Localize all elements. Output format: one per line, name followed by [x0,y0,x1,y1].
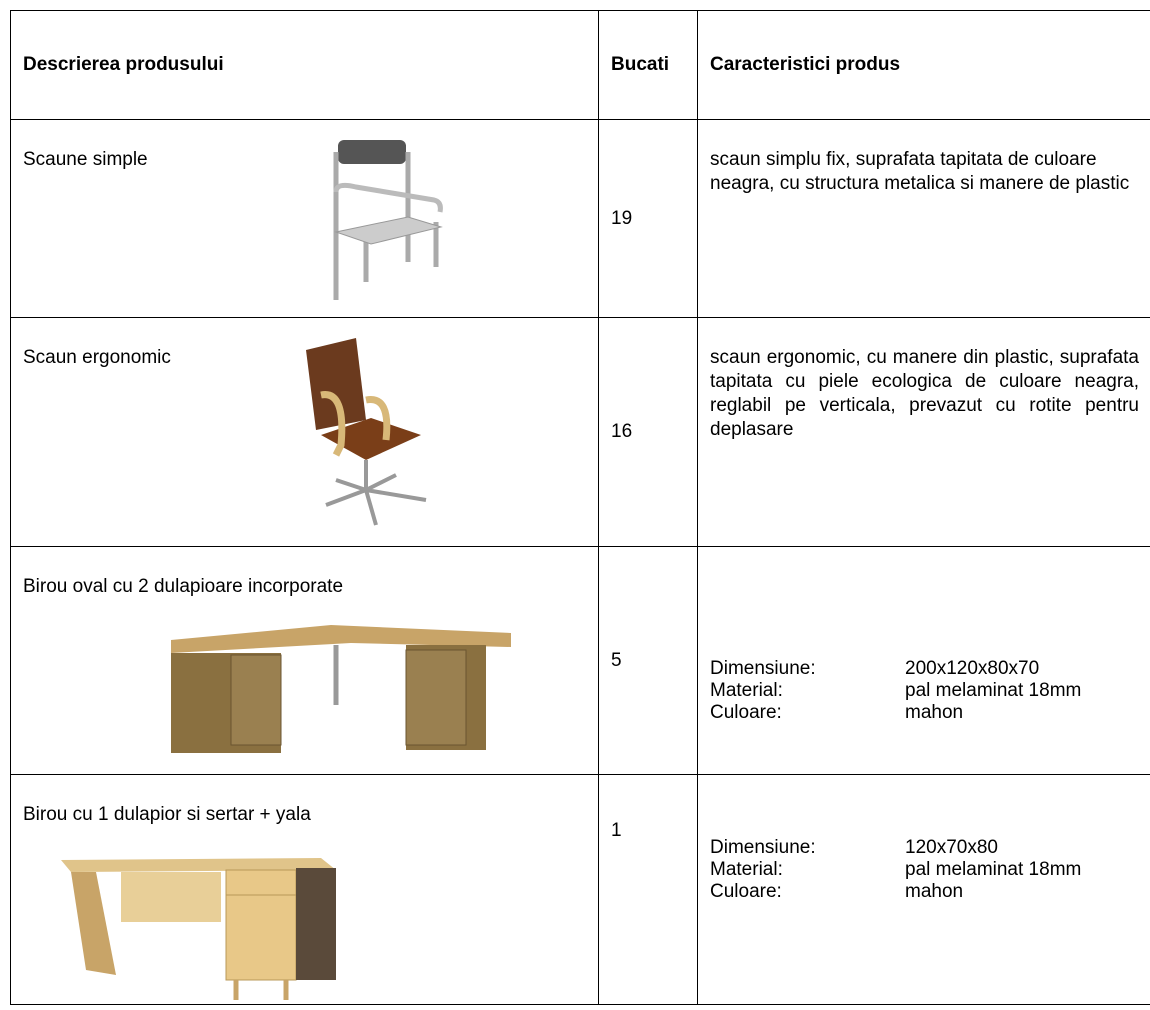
spec-value: pal melaminat 18mm [905,859,1139,881]
header-cell: Caracteristici produs [698,11,1150,120]
description-cell: Scaun ergonomic [11,318,599,547]
chair-image [296,330,446,530]
spec-label: Dimensiune: [710,658,905,680]
row: Birou oval cu 2 dulapioare incorporate 5… [11,547,1150,775]
description-cell: Birou cu 1 dulapior si sertar + yala [11,775,599,1005]
characteristics-cell: scaun simplu fix, suprafata tapitata de … [698,120,1150,318]
desk-image [171,625,511,765]
quantity-cell: 16 [599,318,698,547]
characteristics: scaun ergonomic, cu manere din plastic, … [710,346,1139,442]
row: Scaune simple 19 scaun simplu fix, supra… [11,120,1150,318]
header-cell: Bucati [599,11,698,120]
spec-value: 120x70x80 [905,837,1139,859]
row: Scaun ergonomic 16 scaun ergonomic, cu m… [11,318,1150,547]
spec-label: Culoare: [710,881,905,903]
characteristics: scaun simplu fix, suprafata tapitata de … [710,148,1139,196]
description-cell: Birou oval cu 2 dulapioare incorporate [11,547,599,775]
spec-list: Dimensiune:120x70x80 Material:pal melami… [710,837,1139,903]
description-cell: Scaune simple [11,120,599,318]
quantity-cell: 5 [599,547,698,775]
product-table: Descrierea produsului Bucati Caracterist… [10,10,1150,1005]
spec-value: 200x120x80x70 [905,658,1139,680]
characteristics-cell: Dimensiune:120x70x80 Material:pal melami… [698,775,1150,1005]
row: Birou cu 1 dulapior si sertar + yala 1 D… [11,775,1150,1005]
desk-image [41,850,341,1010]
chair-image [316,132,456,307]
spec-label: Dimensiune: [710,837,905,859]
characteristics-cell: Dimensiune:200x120x80x70 Material:pal me… [698,547,1150,775]
quantity-cell: 19 [599,120,698,318]
spec-value: mahon [905,881,1139,903]
description: Scaune simple [23,148,586,172]
spec-label: Material: [710,680,905,702]
header-cell: Descrierea produsului [11,11,599,120]
spec-value: pal melaminat 18mm [905,680,1139,702]
spec-list: Dimensiune:200x120x80x70 Material:pal me… [710,658,1139,724]
header-row: Descrierea produsului Bucati Caracterist… [11,11,1150,120]
characteristics-cell: scaun ergonomic, cu manere din plastic, … [698,318,1150,547]
spec-value: mahon [905,702,1139,724]
quantity: 1 [611,820,685,842]
spec-label: Culoare: [710,702,905,724]
description: Birou cu 1 dulapior si sertar + yala [23,803,586,827]
spec-label: Material: [710,859,905,881]
quantity-cell: 1 [599,775,698,1005]
